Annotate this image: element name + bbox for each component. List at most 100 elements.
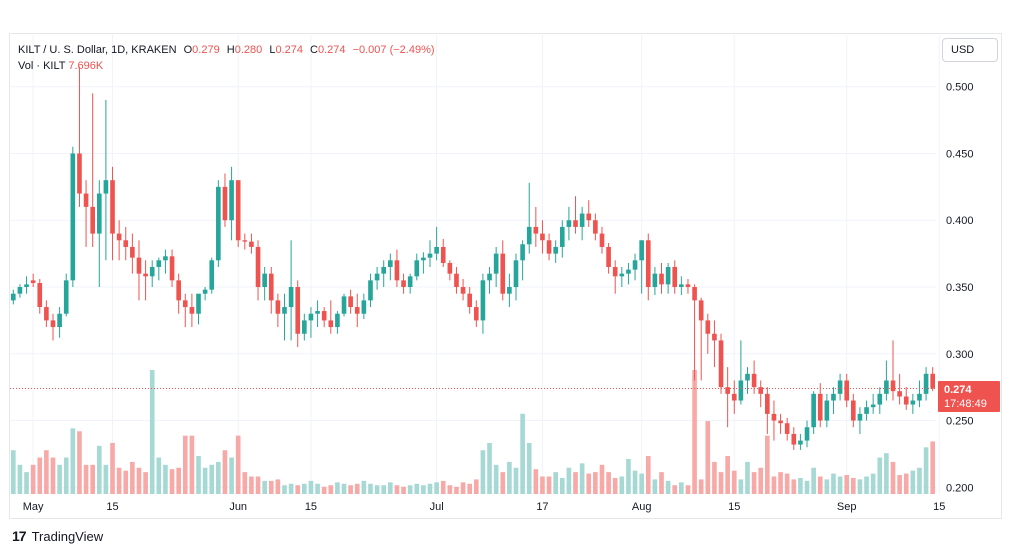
candle-body: [348, 296, 353, 308]
volume-bar: [116, 467, 122, 494]
volume-bar: [209, 464, 215, 494]
candle-body: [897, 391, 902, 397]
volume-bar: [593, 472, 598, 494]
volume-bar: [487, 442, 492, 494]
candle-body: [216, 186, 221, 261]
candle-body: [500, 253, 506, 294]
volume-bar: [626, 458, 631, 494]
volume-bar: [566, 467, 572, 494]
volume-bar: [553, 472, 558, 494]
x-tick-label: Jun: [229, 501, 247, 513]
candle-body: [765, 393, 770, 414]
tradingview-brand[interactable]: 17 TradingView: [12, 528, 103, 544]
candle-body: [176, 280, 181, 301]
volume-bar: [361, 480, 367, 494]
volume-bar: [903, 473, 909, 494]
candle-body: [321, 311, 327, 321]
volume-bar: [460, 482, 466, 494]
volume-bar: [507, 461, 512, 494]
candle-body: [242, 240, 248, 242]
volume-bar: [619, 476, 625, 494]
volume-bar: [275, 479, 281, 494]
candle-body: [460, 287, 466, 294]
volume-bar: [884, 453, 889, 494]
candle-body: [30, 280, 36, 284]
volume-bar: [354, 483, 360, 494]
volume-bar: [791, 479, 797, 494]
volume-bar: [692, 370, 697, 494]
volume-bar: [388, 482, 393, 494]
legend-change: −0.007 (−2.49%): [352, 44, 435, 56]
volume-bar: [110, 442, 115, 494]
volume-bar: [268, 480, 274, 494]
volume-bar: [672, 485, 678, 494]
candle-body: [361, 300, 367, 314]
volume-bar: [857, 479, 863, 494]
volume-bar: [851, 477, 856, 494]
candle-body: [70, 153, 76, 281]
volume-bar: [586, 473, 592, 494]
candle-body: [903, 396, 909, 405]
candle-body: [917, 393, 922, 401]
candle-body: [738, 380, 744, 401]
candle-body: [354, 307, 360, 314]
volume-bar: [870, 473, 876, 494]
volume-bar: [374, 485, 380, 494]
candle-body: [96, 193, 102, 234]
y-tick-label: 0.500: [946, 82, 974, 94]
volume-bar: [63, 457, 69, 494]
candle-body: [870, 404, 876, 408]
volume-bar: [341, 483, 347, 494]
candle-body: [149, 266, 155, 277]
candle-body: [877, 393, 883, 405]
currency-button[interactable]: USD: [942, 38, 998, 62]
candle-body: [864, 407, 869, 414]
candle-body: [758, 387, 764, 394]
volume-bar: [897, 475, 902, 494]
volume-bar: [421, 485, 426, 494]
candle-body: [692, 287, 697, 301]
candle-body: [407, 276, 413, 288]
volume-bar: [917, 467, 922, 494]
volume-bar: [163, 464, 168, 494]
candle-body: [513, 260, 519, 288]
candle-body: [665, 266, 671, 285]
candle-body: [679, 284, 684, 288]
candle-body: [222, 186, 228, 221]
candle-body: [381, 266, 387, 274]
candle-body: [90, 206, 95, 234]
y-tick-label: 0.250: [946, 416, 974, 428]
candle-body: [659, 273, 664, 285]
volume-bar: [427, 483, 433, 494]
volume-bar: [70, 428, 76, 494]
candle-body: [473, 307, 479, 321]
candle-body: [374, 273, 380, 281]
volume-bar: [401, 486, 406, 494]
last-price-value: 0.274: [944, 384, 972, 396]
x-tick-label: 15: [106, 501, 118, 513]
candle-body: [546, 240, 552, 254]
volume-bar: [751, 472, 757, 494]
volume-bar: [665, 480, 671, 494]
candle-body: [163, 256, 168, 261]
legend-high-label: H: [226, 44, 235, 56]
candle-body: [573, 220, 578, 227]
volume-bar: [526, 442, 532, 494]
volume-bar: [467, 483, 473, 494]
volume-bar: [90, 464, 95, 494]
x-tick-label: 17: [536, 501, 548, 513]
volume-bar: [189, 435, 195, 494]
volume-bar: [17, 464, 23, 494]
legend-volume-row: Vol · KILT 7.696K: [18, 58, 435, 74]
candle-body: [182, 300, 188, 308]
candle-body: [851, 400, 856, 421]
volume-bar: [222, 450, 228, 494]
candle-body: [626, 269, 631, 274]
volume-bar: [447, 485, 453, 494]
candle-body: [341, 296, 347, 314]
volume-bar: [784, 473, 790, 494]
candle-body: [421, 257, 426, 261]
volume-bar: [262, 480, 267, 494]
candle-body: [487, 273, 492, 281]
